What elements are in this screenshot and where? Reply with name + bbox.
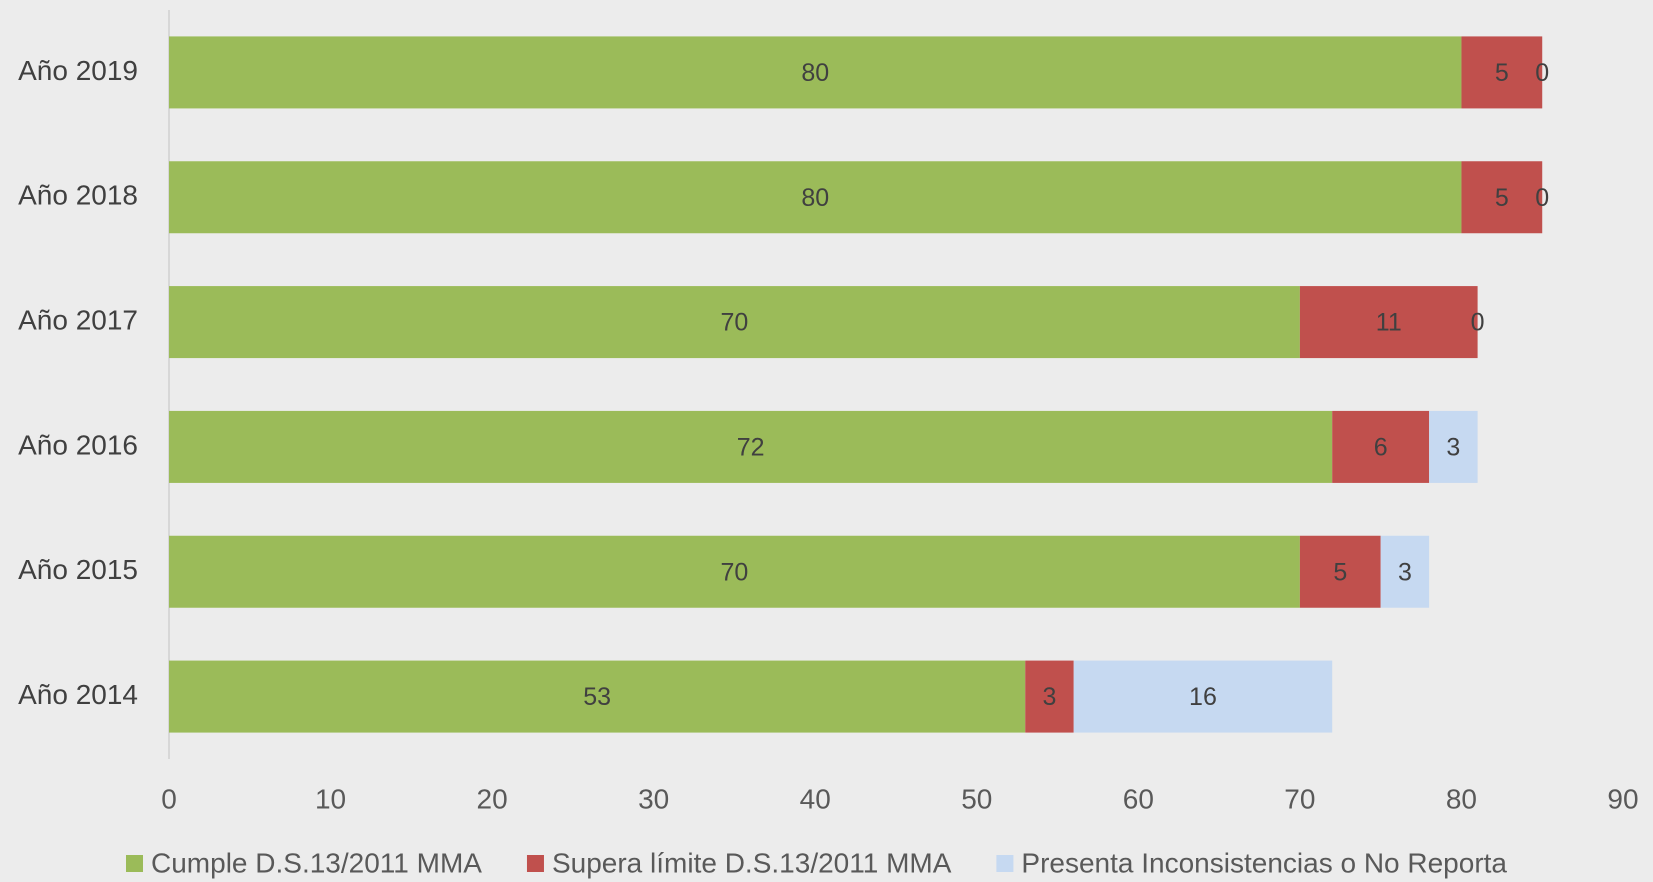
bar-segment xyxy=(169,36,1462,109)
x-tick-label: 60 xyxy=(1123,783,1154,814)
data-label: 3 xyxy=(1398,558,1412,586)
x-tick-label: 20 xyxy=(477,783,508,814)
data-label: 3 xyxy=(1446,434,1460,462)
bar-segment xyxy=(1332,410,1430,483)
x-tick-label: 80 xyxy=(1446,783,1477,814)
bar-segment xyxy=(169,660,1026,733)
data-label: 16 xyxy=(1189,683,1217,711)
x-tick-label: 10 xyxy=(315,783,346,814)
y-tick-label: Año 2016 xyxy=(18,429,138,460)
data-label: 5 xyxy=(1333,558,1347,586)
bar-segment xyxy=(1073,660,1333,733)
y-tick-label: Año 2014 xyxy=(18,679,138,710)
bar-segment xyxy=(1461,36,1543,109)
data-label: 70 xyxy=(721,558,749,586)
x-tick-label: 30 xyxy=(638,783,669,814)
legend-swatch xyxy=(526,855,544,872)
legend-swatch xyxy=(126,855,143,872)
bar-segment xyxy=(1299,286,1478,359)
y-tick-label: Año 2017 xyxy=(18,304,138,335)
x-tick-label: 70 xyxy=(1284,783,1315,814)
bar-segment xyxy=(1025,660,1074,733)
y-tick-label: Año 2019 xyxy=(18,55,138,86)
data-label: 6 xyxy=(1374,434,1388,462)
data-label: 3 xyxy=(1043,683,1057,711)
bar-segment xyxy=(169,410,1333,483)
bar-segment xyxy=(169,535,1300,608)
data-label: 5 xyxy=(1495,184,1509,212)
data-label: 70 xyxy=(721,309,749,337)
data-label: 0 xyxy=(1535,59,1549,87)
x-tick-label: 50 xyxy=(961,783,992,814)
data-label: 53 xyxy=(583,683,611,711)
bar-segment xyxy=(169,161,1462,234)
data-label: 11 xyxy=(1376,309,1402,337)
data-label: 72 xyxy=(737,434,765,462)
legend-label: Presenta Inconsistencias o No Reporta xyxy=(1021,847,1507,878)
x-tick-label: 0 xyxy=(161,783,177,814)
bar-segment xyxy=(1380,535,1430,608)
data-label: 80 xyxy=(801,59,829,87)
x-tick-label: 90 xyxy=(1607,783,1638,814)
legend-swatch xyxy=(996,855,1014,872)
bar-segment xyxy=(1429,410,1478,483)
y-tick-label: Año 2018 xyxy=(18,180,138,211)
y-tick-label: Año 2015 xyxy=(18,554,138,585)
legend-label: Cumple D.S.13/2011 MMA xyxy=(151,847,482,878)
data-label: 5 xyxy=(1495,59,1509,87)
data-label: 0 xyxy=(1535,184,1549,212)
bar-segment xyxy=(169,286,1300,359)
legend-label: Supera límite D.S.13/2011 MMA xyxy=(552,847,952,878)
x-tick-label: 40 xyxy=(800,783,831,814)
bar-segment xyxy=(1299,535,1381,608)
bar-segment xyxy=(1461,161,1543,234)
data-label: 80 xyxy=(801,184,829,212)
data-label: 0 xyxy=(1471,309,1485,337)
